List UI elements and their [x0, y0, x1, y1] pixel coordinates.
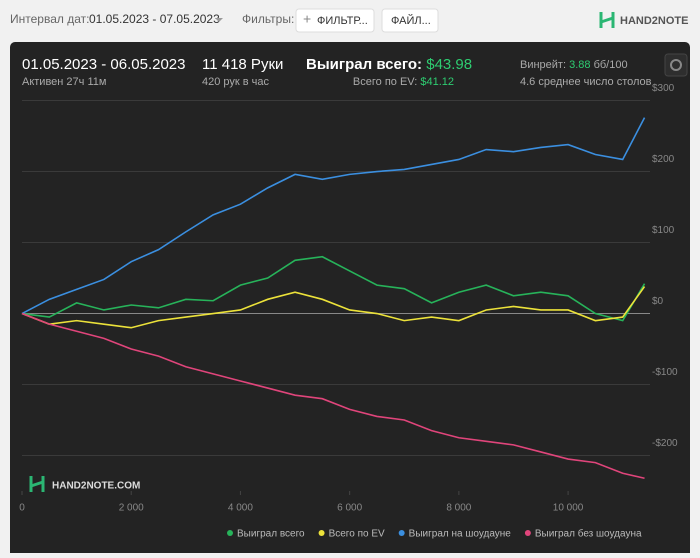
winrate: Винрейт: 3.88 бб/100 — [520, 59, 628, 71]
series-line — [21, 117, 646, 315]
y-tick-label: $0 — [652, 296, 664, 307]
legend-marker — [524, 530, 531, 536]
ev-total: Всего по EV: $41.12 — [353, 76, 454, 88]
logo-icon — [599, 12, 615, 28]
chart-panel — [10, 42, 690, 558]
gear-icon — [670, 59, 682, 71]
legend-label: Выиграл всего — [237, 529, 305, 540]
tables: 4.6 среднее число столов — [520, 76, 652, 88]
period: 01.05.2023 - 06.05.2023 — [22, 56, 185, 73]
watermark: HAND2NOTE.COM — [52, 481, 140, 492]
legend-marker — [398, 530, 405, 536]
x-tick-label: 8 000 — [446, 503, 471, 514]
settings-button[interactable] — [664, 53, 688, 77]
date-label: Интервал дат: — [10, 12, 89, 26]
x-tick-label: 10 000 — [553, 503, 584, 514]
y-tick-label: -$100 — [652, 367, 678, 378]
logo: HAND2NOTE — [620, 15, 688, 27]
x-tick-label: 0 — [19, 503, 25, 514]
series-line — [21, 312, 645, 480]
winrate-unit: бб/100 — [594, 59, 628, 71]
legend-marker — [227, 530, 233, 536]
file-button-text: ФАЙЛ... — [391, 14, 431, 27]
x-tick-label: 2 000 — [119, 503, 144, 514]
ev-label: Всего по EV: — [353, 76, 417, 88]
legend-label: Всего по EV — [329, 529, 385, 540]
series-line — [21, 286, 646, 329]
date-range[interactable]: 01.05.2023 - 07.05.2023 — [89, 12, 220, 26]
filter-button[interactable] — [295, 8, 375, 33]
x-tick-label: 4 000 — [228, 503, 253, 514]
series-line — [21, 255, 646, 322]
winrate-value: 3.88 — [569, 59, 590, 71]
legend-label: Выиграл без шоудауна — [535, 528, 642, 540]
won-total: Выиграл всего: $43.98 — [306, 56, 472, 73]
ev-value: $41.12 — [420, 76, 454, 88]
plus-icon: + — [303, 11, 311, 27]
dropdown-arrow[interactable] — [215, 18, 223, 22]
legend-marker — [318, 530, 325, 536]
active-time: Активен 27ч 11м — [22, 76, 106, 88]
hands-per-hour: 420 рук в час — [202, 76, 270, 88]
x-tick-label: 6 000 — [337, 503, 362, 514]
filters-label: Фильтры: — [242, 12, 294, 26]
watermark-icon — [29, 476, 45, 492]
won-label: Выиграл всего: — [306, 56, 422, 73]
legend-label: Выиграл на шоудауне — [409, 529, 512, 540]
y-tick-label: -$200 — [652, 438, 678, 449]
file-button[interactable] — [381, 8, 439, 33]
y-tick-label: $200 — [652, 154, 675, 165]
hands: 11 418 Руки — [202, 56, 283, 73]
won-value: $43.98 — [426, 56, 472, 73]
y-tick-label: $100 — [652, 225, 675, 236]
filter-button-text: ФИЛЬТР... — [317, 15, 368, 27]
winrate-label: Винрейт: — [520, 59, 566, 71]
y-tick-label: $300 — [652, 83, 675, 94]
